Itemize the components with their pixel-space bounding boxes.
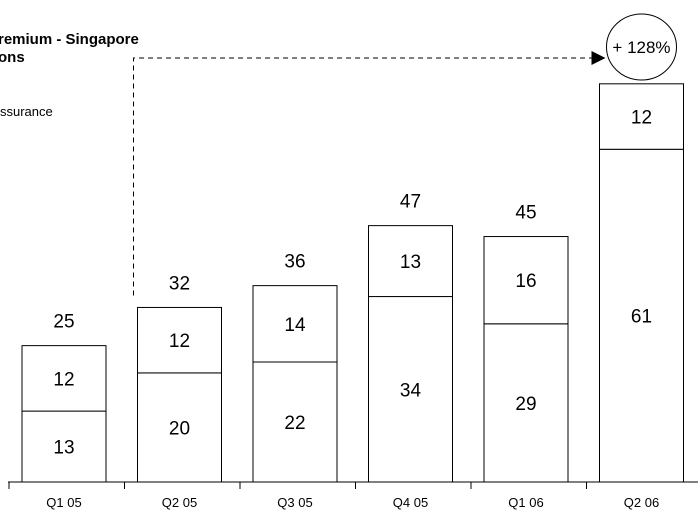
data-label-base: 34 — [400, 380, 422, 401]
data-label-top: 12 — [53, 369, 74, 390]
data-label-top: 12 — [631, 108, 652, 129]
x-tick-label: Q1 06 — [508, 495, 543, 510]
data-label-total: 45 — [515, 203, 536, 224]
data-label-top: 16 — [515, 271, 536, 292]
data-label-base: 22 — [284, 413, 305, 434]
data-label-total: 25 — [53, 312, 74, 333]
data-label-top: 12 — [169, 331, 190, 352]
data-label-top: 14 — [284, 315, 306, 336]
data-label-base: 20 — [169, 418, 190, 439]
data-label-total: 36 — [284, 252, 305, 273]
data-label-base: 29 — [515, 394, 536, 415]
growth-annotation-label: + 128% — [612, 38, 670, 57]
data-label-base: 13 — [53, 438, 74, 459]
data-label-top: 13 — [400, 252, 421, 273]
data-label-total: 47 — [400, 192, 421, 213]
data-label-base: 61 — [631, 307, 652, 328]
x-tick-label: Q2 05 — [162, 495, 197, 510]
x-tick-label: Q1 05 — [46, 495, 81, 510]
x-tick-label: Q3 05 — [277, 495, 312, 510]
x-tick-label: Q2 06 — [624, 495, 659, 510]
data-label-total: 32 — [169, 273, 190, 294]
growth-arrow-head — [592, 51, 606, 65]
x-tick-label: Q4 05 — [393, 495, 428, 510]
